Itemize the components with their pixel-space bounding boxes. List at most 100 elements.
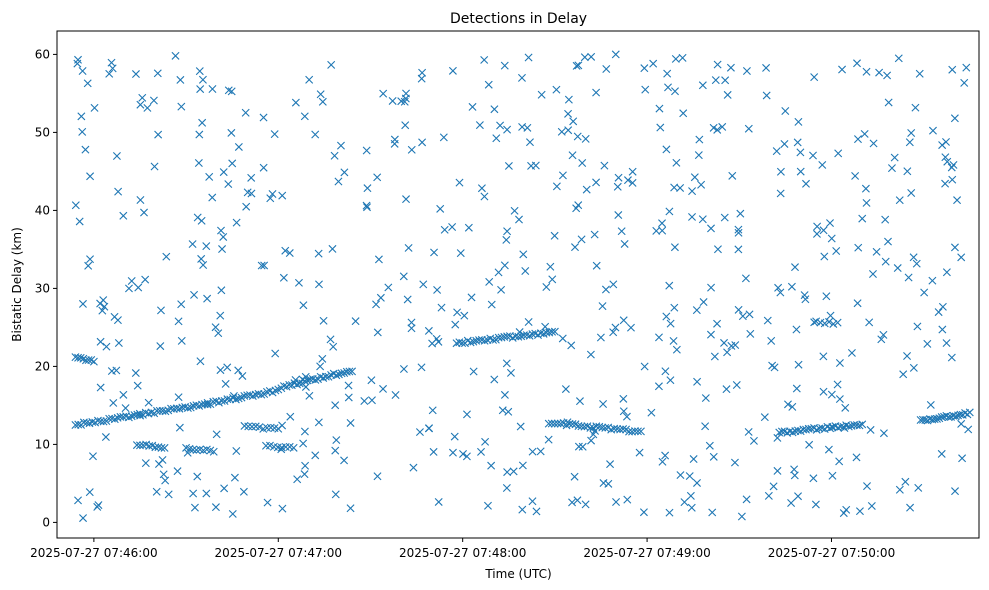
detection-point-839 — [877, 335, 886, 344]
detection-point-310 — [239, 487, 248, 496]
detection-point-883 — [219, 232, 228, 241]
detection-point-393 — [612, 498, 621, 506]
detection-point-670 — [71, 201, 80, 210]
detection-point-910 — [268, 190, 277, 199]
detection-point-349 — [124, 284, 133, 293]
detection-point-830 — [596, 333, 605, 342]
detection-point-570 — [216, 366, 225, 375]
detection-point-101 — [348, 367, 357, 376]
detection-point-77 — [285, 380, 294, 389]
detection-point-720 — [839, 509, 848, 518]
detection-point-778 — [131, 70, 140, 79]
detection-point-308 — [176, 75, 185, 84]
detection-point-637 — [119, 211, 128, 220]
detection-point-837 — [279, 273, 288, 282]
detection-point-217 — [951, 412, 960, 421]
detection-point-593 — [299, 439, 308, 448]
detection-point-594 — [573, 132, 582, 141]
detection-point-805 — [208, 85, 217, 94]
detection-point-403 — [500, 261, 509, 270]
detection-point-789 — [98, 306, 107, 315]
detection-point-214 — [944, 413, 953, 422]
detection-point-731 — [218, 245, 227, 254]
detection-point-808 — [881, 215, 890, 224]
detection-point-740 — [504, 407, 513, 416]
detection-point-788 — [94, 501, 103, 510]
detection-point-372 — [228, 509, 237, 518]
detection-point-244 — [189, 445, 197, 454]
detection-point-319 — [665, 207, 674, 216]
detection-point-373 — [722, 385, 731, 394]
y-tick-label-3: 30 — [35, 281, 50, 295]
detection-point-415 — [649, 59, 658, 68]
detection-point-200 — [855, 421, 864, 430]
detection-point-710 — [772, 147, 781, 156]
detection-point-394 — [515, 328, 524, 337]
detection-point-481 — [809, 151, 817, 160]
detection-point-72 — [271, 386, 280, 395]
detection-point-829 — [99, 296, 108, 305]
detection-point-487 — [762, 63, 771, 72]
detection-point-826 — [281, 246, 290, 255]
detection-point-880 — [340, 168, 349, 177]
detection-point-690 — [791, 263, 799, 272]
detection-point-669 — [834, 149, 843, 158]
detection-point-47 — [203, 400, 212, 409]
detection-point-201 — [858, 420, 867, 429]
detection-point-480 — [827, 234, 836, 243]
detection-point-535 — [101, 433, 110, 442]
detection-point-152 — [586, 423, 595, 432]
detection-point-579 — [764, 491, 773, 500]
detection-point-428 — [498, 406, 507, 415]
detection-point-733 — [840, 424, 849, 433]
detection-point-896 — [589, 430, 598, 439]
detection-point-330 — [190, 503, 199, 512]
detection-point-98 — [340, 369, 349, 377]
detection-point-351 — [294, 278, 303, 287]
detection-point-756 — [141, 459, 150, 468]
detection-point-531 — [527, 161, 536, 170]
detection-point-873 — [730, 458, 739, 467]
detection-point-631 — [247, 173, 256, 182]
detection-point-650 — [242, 202, 251, 211]
detection-point-490 — [78, 67, 87, 75]
detection-point-773 — [828, 423, 837, 432]
detection-point-398 — [318, 97, 327, 106]
detection-point-701 — [887, 164, 896, 173]
detection-point-304 — [894, 54, 903, 63]
detection-point-439 — [367, 376, 376, 385]
detection-point-698 — [136, 100, 145, 109]
detection-point-878 — [578, 442, 587, 451]
detection-point-679 — [384, 283, 393, 292]
detection-point-213 — [942, 411, 951, 420]
detection-point-578 — [409, 463, 418, 472]
detection-point-479 — [401, 121, 410, 130]
detection-point-633 — [938, 302, 947, 311]
detection-point-802 — [291, 98, 300, 107]
detection-point-887 — [524, 318, 533, 326]
detection-point-738 — [669, 336, 678, 345]
detection-point-694 — [572, 61, 581, 70]
detection-point-294 — [483, 501, 492, 510]
detection-point-411 — [813, 222, 822, 231]
detection-point-545 — [635, 448, 644, 457]
detection-point-223 — [965, 408, 974, 417]
detection-point-689 — [862, 198, 871, 207]
detection-point-898 — [611, 323, 620, 332]
detection-point-275 — [687, 503, 696, 512]
detection-point-736 — [826, 219, 835, 228]
detection-point-785 — [429, 447, 438, 456]
detection-point-302 — [662, 145, 671, 154]
detection-point-844 — [509, 467, 518, 476]
detection-point-745 — [162, 252, 171, 261]
detection-point-706 — [84, 261, 93, 270]
detection-point-763 — [663, 69, 672, 78]
detection-point-657 — [500, 390, 509, 399]
detection-point-672 — [86, 172, 95, 181]
detection-point-602 — [314, 249, 323, 258]
detection-point-652 — [415, 428, 424, 437]
detection-point-881 — [672, 345, 681, 354]
detection-point-506 — [742, 495, 751, 504]
detection-point-443 — [327, 60, 336, 69]
detection-point-692 — [161, 476, 170, 485]
